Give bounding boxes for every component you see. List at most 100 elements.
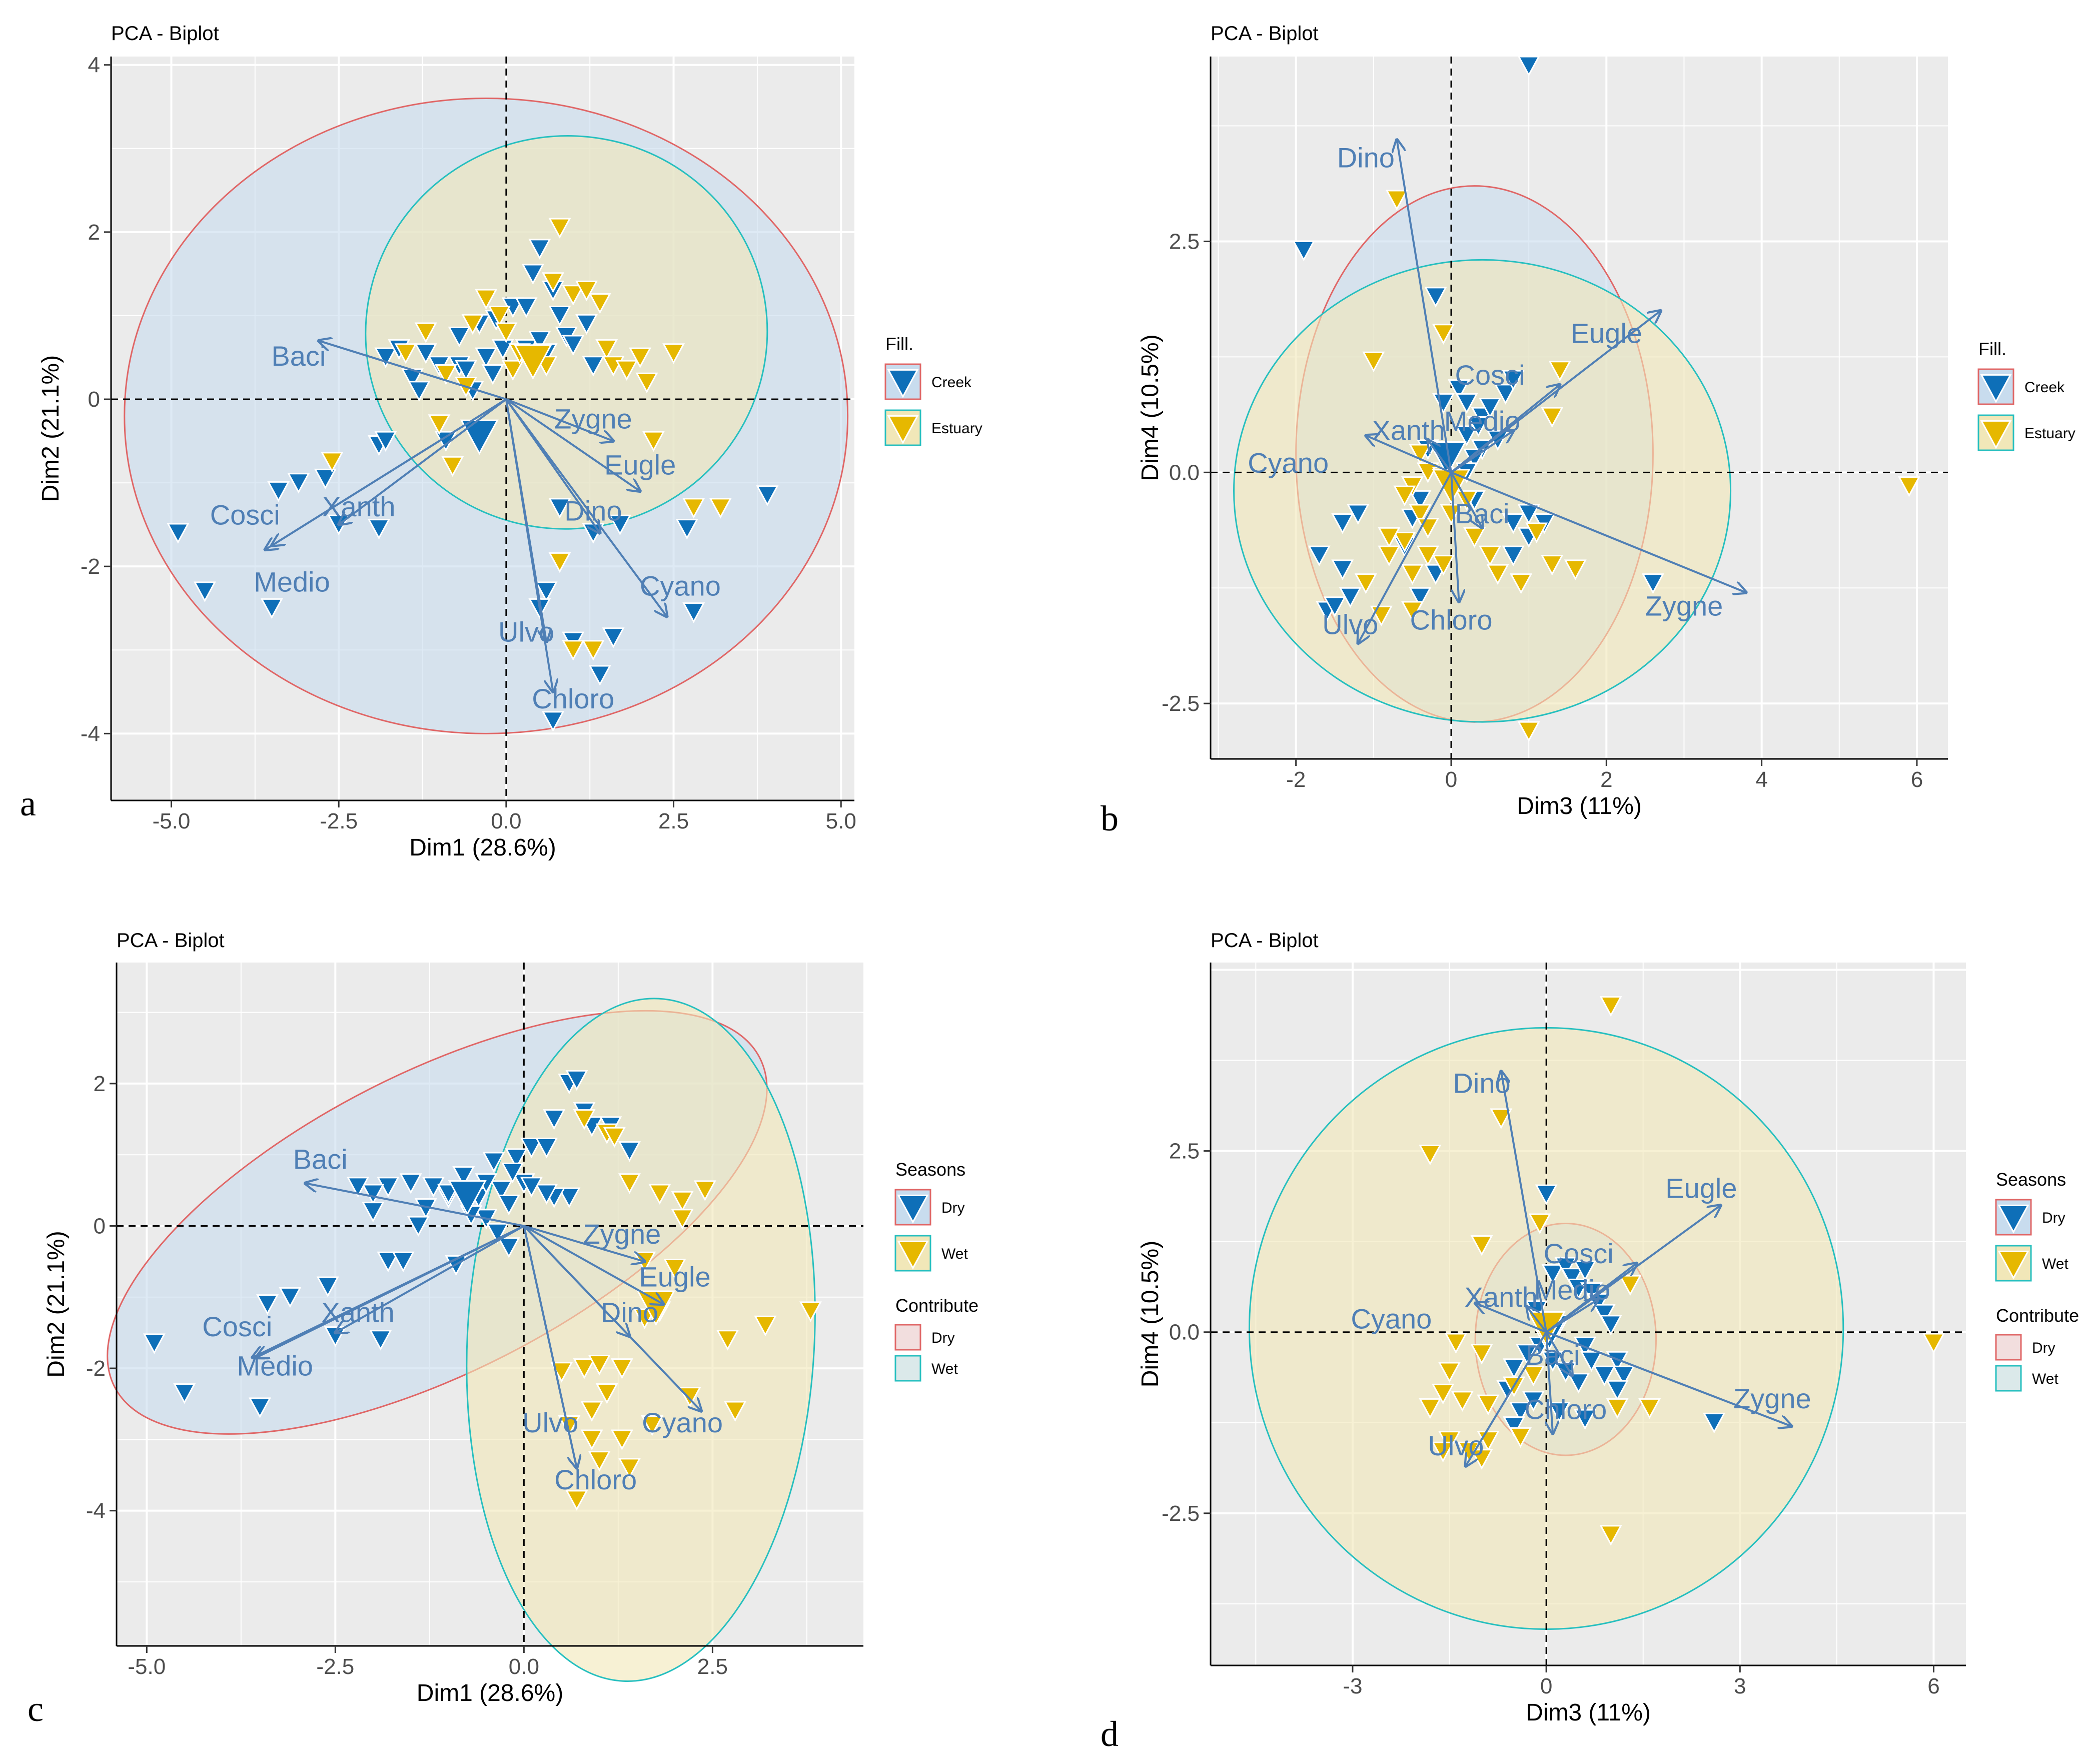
point-dry [520, 1138, 543, 1159]
x-tick-label: 3 [1734, 1674, 1746, 1698]
x-tick-label: 5.0 [826, 809, 856, 833]
point-wet [693, 1180, 716, 1201]
label-zygne: Zygne [554, 403, 632, 435]
label-cosci: Cosci [1455, 359, 1525, 391]
point-wet [663, 1258, 686, 1280]
y-tick-label: 0 [94, 1214, 106, 1238]
x-tick-label: 2.5 [658, 809, 689, 833]
legend-label: Wet [2042, 1256, 2068, 1272]
arrow-chloro [1546, 1332, 1553, 1434]
y-tick-label: 2.5 [1169, 1139, 1200, 1164]
point-dry [1593, 1365, 1616, 1387]
legend: Fill. Creek Estuary [884, 334, 982, 446]
arrow-eugle [523, 1225, 663, 1304]
point-wet [1470, 1235, 1493, 1256]
point-estuary [562, 285, 585, 306]
point-dry [1548, 1402, 1571, 1423]
arrow-xanth [339, 398, 507, 525]
point-wet [1419, 1144, 1442, 1166]
centroid-marker [448, 1180, 487, 1216]
y-tick-label: 4 [88, 53, 100, 78]
chart-title: PCA - Biplot [117, 930, 225, 952]
point-estuary [428, 414, 451, 435]
point-estuary [615, 360, 638, 381]
label-medio: Medio [254, 566, 330, 597]
point-estuary [495, 322, 518, 343]
point-creek [1502, 370, 1525, 391]
point-estuary [1409, 444, 1432, 465]
point-creek [491, 339, 514, 360]
point-creek [475, 347, 498, 369]
label-eugle: Eugle [639, 1261, 710, 1292]
point-wet [1470, 1344, 1493, 1365]
point-estuary [1432, 324, 1455, 345]
point-dry [377, 1251, 400, 1273]
point-dry [520, 1177, 543, 1198]
point-creek [1494, 384, 1517, 405]
point-dry [490, 1180, 513, 1201]
panel-letter: a [20, 783, 36, 823]
point-creek [374, 431, 397, 452]
legend-label: Estuary [2024, 425, 2075, 442]
point-dry [565, 1070, 588, 1091]
point-creek [1447, 379, 1471, 400]
point-wet [565, 1490, 588, 1511]
point-wet [671, 1191, 694, 1212]
point-estuary [1548, 361, 1571, 382]
y-tick-label: 0.0 [1169, 1320, 1200, 1345]
point-dry [143, 1333, 166, 1354]
arrow-baci [1545, 1331, 1572, 1376]
point-wet [573, 1358, 596, 1379]
y-axis-label: Dim2 (21.1%) [43, 1231, 70, 1377]
legend-label-contribute: Wet [931, 1361, 958, 1377]
point-estuary [662, 343, 685, 364]
arrow-medio [1546, 1300, 1598, 1333]
label-eugle: Eugle [604, 449, 676, 480]
legend-label: Wet [941, 1246, 968, 1262]
arrow-medio [256, 1225, 525, 1357]
point-wet [1599, 1525, 1622, 1546]
point-wet [618, 1173, 641, 1194]
arrow-chloro [523, 1226, 577, 1468]
arrow-cyano [505, 398, 667, 616]
point-creek [193, 581, 216, 602]
y-tick-label: -2 [81, 554, 100, 579]
point-dry [558, 1187, 581, 1209]
point-creek [562, 335, 585, 356]
x-axis-label: Dim3 (11%) [1526, 1699, 1651, 1726]
legend-label-contribute: Dry [931, 1330, 955, 1346]
point-estuary [635, 372, 658, 394]
legend-triangle [1997, 1204, 2029, 1234]
y-tick-label: -2.5 [1162, 691, 1200, 716]
legend-triangle [1980, 374, 2012, 403]
arrow-zygne [506, 398, 613, 441]
point-wet [1419, 1398, 1442, 1419]
arrow-baci [305, 1183, 524, 1227]
point-estuary [1409, 504, 1432, 525]
legend-label: Dry [2042, 1210, 2065, 1226]
point-wet [1509, 1427, 1532, 1448]
arrow-baci [319, 341, 507, 400]
label-eugle: Eugle [1571, 318, 1642, 349]
point-wet [1522, 1365, 1545, 1387]
point-creek [374, 347, 397, 369]
chart-title: PCA - Biplot [1211, 23, 1319, 45]
point-dry [1509, 1402, 1532, 1423]
point-dry [362, 1202, 385, 1223]
point-wet [1432, 1383, 1455, 1405]
arrow-cyano [523, 1225, 701, 1411]
point-wet [641, 1415, 664, 1436]
y-tick-label: 0 [88, 387, 100, 412]
legend-title-contribute: Contribute [895, 1295, 978, 1316]
legend-triangle [1980, 420, 2012, 449]
point-creek [414, 343, 437, 364]
point-wet [595, 1383, 618, 1404]
label-dino: Dino [1453, 1068, 1510, 1099]
point-wet [724, 1401, 747, 1422]
point-creek [675, 519, 698, 540]
label-baci: Baci [1526, 1339, 1580, 1371]
point-dry [1515, 1344, 1538, 1365]
